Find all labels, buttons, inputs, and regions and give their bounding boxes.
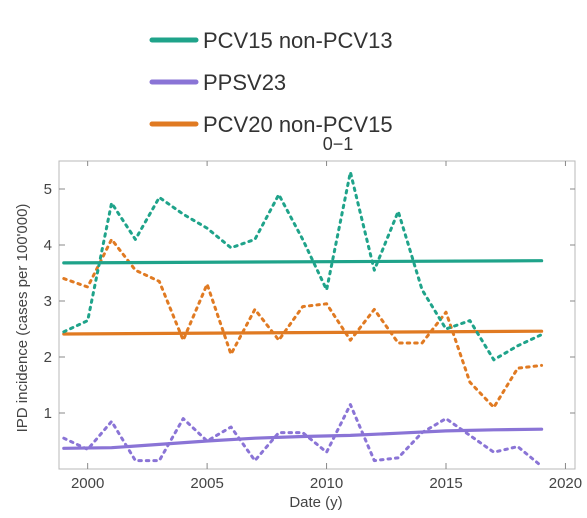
- series-observed-line-pcv20-non-pcv15: [62, 237, 544, 409]
- axis-ticks: 2000 2005 2010 2015 2020 1 2 3 4 5: [44, 161, 582, 492]
- legend-label: PCV20 non-PCV15: [203, 112, 393, 137]
- plot-frame: [58, 160, 576, 470]
- plot-area: [62, 170, 544, 468]
- x-tick-label: 2000: [71, 475, 104, 492]
- x-tick-label: 2020: [549, 475, 582, 492]
- x-tick-label: 2015: [429, 475, 462, 492]
- y-tick-label: 3: [44, 293, 52, 310]
- panel-title: 0−1: [323, 134, 354, 154]
- y-tick-label: 4: [44, 237, 52, 254]
- x-tick-label: 2010: [310, 475, 343, 492]
- x-axis-label: Date (y): [289, 494, 342, 511]
- legend: PCV15 non-PCV13 PPSV23 PCV20 non-PCV15: [149, 28, 393, 137]
- y-tick-label: 5: [44, 181, 52, 198]
- series-fit-line-pcv20-non-pcv15: [62, 329, 544, 336]
- y-tick-label: 1: [44, 405, 52, 422]
- legend-label: PCV15 non-PCV13: [203, 28, 393, 53]
- series-fit-line-pcv15-non-pcv13: [62, 259, 544, 265]
- y-axis-label: IPD incidence (cases per 100'000): [14, 204, 31, 433]
- x-tick-label: 2005: [190, 475, 223, 492]
- series-fit-line-ppsv23: [62, 427, 544, 450]
- y-tick-label: 2: [44, 349, 52, 366]
- legend-label: PPSV23: [203, 70, 286, 95]
- series-observed-line-pcv15-non-pcv13: [62, 170, 544, 362]
